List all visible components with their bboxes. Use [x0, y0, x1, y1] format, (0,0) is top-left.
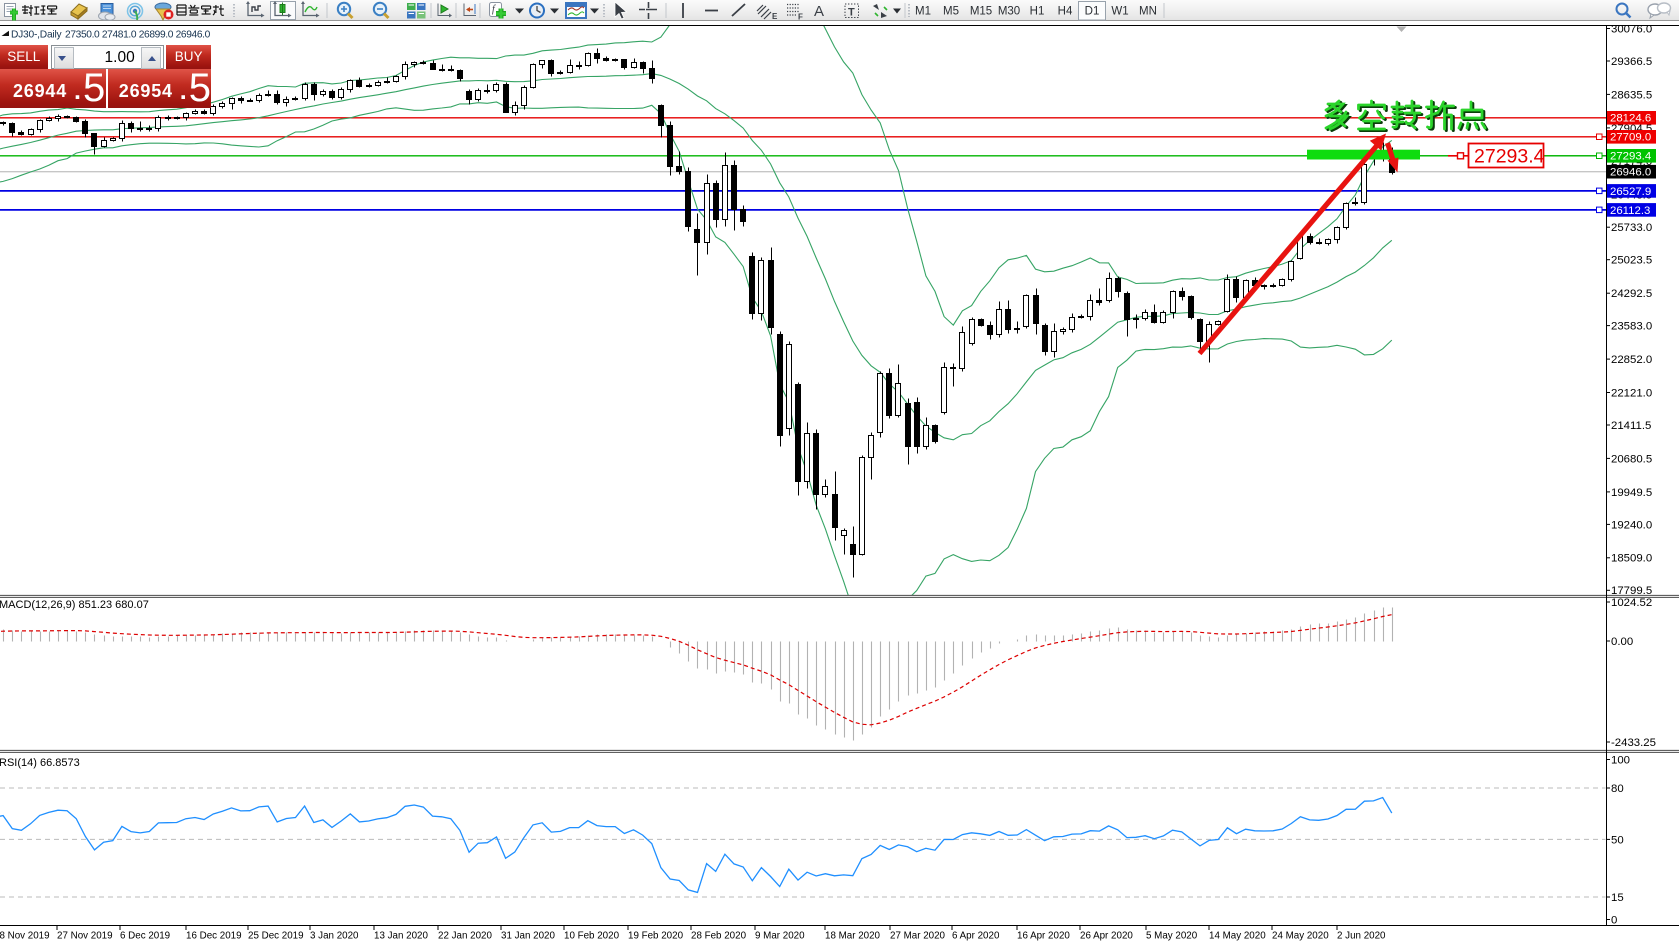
svg-text:24 May 2020: 24 May 2020	[1272, 931, 1329, 942]
svg-text:DJ30-,Daily: DJ30-,Daily	[11, 29, 63, 40]
svg-text:F: F	[798, 13, 803, 22]
svg-text:f: f	[492, 4, 496, 15]
svg-text:M5: M5	[943, 6, 959, 18]
svg-text:3 Jan 2020: 3 Jan 2020	[310, 931, 359, 942]
svg-text:19949.5: 19949.5	[1611, 487, 1652, 499]
svg-text:-2433.25: -2433.25	[1611, 737, 1656, 749]
svg-text:5 May 2020: 5 May 2020	[1146, 931, 1198, 942]
svg-text:0.00: 0.00	[1611, 636, 1633, 648]
svg-text:MACD(12,26,9) 851.23 680.07: MACD(12,26,9) 851.23 680.07	[0, 599, 149, 611]
svg-text:6 Apr 2020: 6 Apr 2020	[952, 931, 1000, 942]
svg-text:D1: D1	[1085, 6, 1100, 18]
svg-text:22852.0: 22852.0	[1611, 354, 1652, 366]
svg-text:18509.0: 18509.0	[1611, 553, 1652, 565]
svg-text:28635.5: 28635.5	[1611, 89, 1652, 101]
svg-text:2 Jun 2020: 2 Jun 2020	[1337, 931, 1386, 942]
svg-text:28124.6: 28124.6	[1610, 113, 1651, 125]
svg-text:100: 100	[1611, 755, 1630, 767]
svg-text:24292.5: 24292.5	[1611, 288, 1652, 300]
svg-text:23583.0: 23583.0	[1611, 321, 1652, 333]
svg-text:27293.4: 27293.4	[1610, 151, 1651, 163]
svg-text:14 May 2020: 14 May 2020	[1209, 931, 1266, 942]
svg-text:H4: H4	[1058, 6, 1073, 18]
svg-text:E: E	[772, 12, 778, 21]
svg-text:18 Mar 2020: 18 Mar 2020	[825, 931, 881, 942]
svg-text:RSI(14) 66.8573: RSI(14) 66.8573	[0, 757, 80, 769]
svg-text:H1: H1	[1030, 6, 1045, 18]
svg-text:26112.3: 26112.3	[1610, 205, 1650, 217]
svg-text:25733.0: 25733.0	[1611, 222, 1652, 234]
svg-text:26527.9: 26527.9	[1610, 186, 1651, 198]
svg-text:16 Dec 2019: 16 Dec 2019	[186, 931, 242, 942]
svg-text:15: 15	[1611, 892, 1624, 904]
svg-text:30076.0: 30076.0	[1611, 23, 1652, 35]
svg-text:27 Nov 2019: 27 Nov 2019	[57, 931, 113, 942]
svg-text:31 Jan 2020: 31 Jan 2020	[501, 931, 555, 942]
svg-text:13 Jan 2020: 13 Jan 2020	[374, 931, 428, 942]
svg-text:25 Dec 2019: 25 Dec 2019	[248, 931, 304, 942]
svg-text:W1: W1	[1111, 6, 1128, 18]
svg-text:22 Jan 2020: 22 Jan 2020	[438, 931, 492, 942]
svg-text:M30: M30	[998, 6, 1020, 18]
svg-text:26946.0: 26946.0	[1610, 167, 1651, 179]
svg-text:10 Feb 2020: 10 Feb 2020	[564, 931, 620, 942]
svg-text:19 Feb 2020: 19 Feb 2020	[628, 931, 684, 942]
svg-text:27709.0: 27709.0	[1610, 132, 1651, 144]
svg-text:16 Apr 2020: 16 Apr 2020	[1017, 931, 1070, 942]
svg-text:19240.0: 19240.0	[1611, 519, 1652, 531]
svg-text:80: 80	[1611, 783, 1624, 795]
svg-text:T: T	[848, 6, 855, 18]
svg-text:21411.5: 21411.5	[1611, 420, 1651, 432]
svg-text:18 Nov 2019: 18 Nov 2019	[0, 931, 50, 942]
svg-text:M15: M15	[970, 6, 992, 18]
svg-text:1024.52: 1024.52	[1611, 597, 1652, 609]
svg-text:27293.4: 27293.4	[1474, 146, 1545, 168]
svg-text:27350.0 27481.0 26899.0 26946.: 27350.0 27481.0 26899.0 26946.0	[65, 29, 211, 40]
svg-text:20680.5: 20680.5	[1611, 453, 1652, 465]
svg-text:17799.5: 17799.5	[1611, 585, 1652, 597]
svg-text:28 Feb 2020: 28 Feb 2020	[691, 931, 747, 942]
svg-text:A: A	[814, 3, 824, 20]
svg-text:25023.5: 25023.5	[1611, 255, 1652, 267]
svg-text:50: 50	[1611, 834, 1624, 846]
svg-text:MN: MN	[1139, 6, 1157, 18]
svg-text:M1: M1	[915, 6, 931, 18]
svg-text:22121.0: 22121.0	[1611, 387, 1652, 399]
svg-text:27 Mar 2020: 27 Mar 2020	[890, 931, 946, 942]
svg-text:6 Dec 2019: 6 Dec 2019	[120, 931, 170, 942]
svg-text:0: 0	[1611, 915, 1617, 927]
svg-text:9 Mar 2020: 9 Mar 2020	[755, 931, 805, 942]
svg-text:26 Apr 2020: 26 Apr 2020	[1080, 931, 1133, 942]
svg-text:29366.5: 29366.5	[1611, 56, 1652, 68]
